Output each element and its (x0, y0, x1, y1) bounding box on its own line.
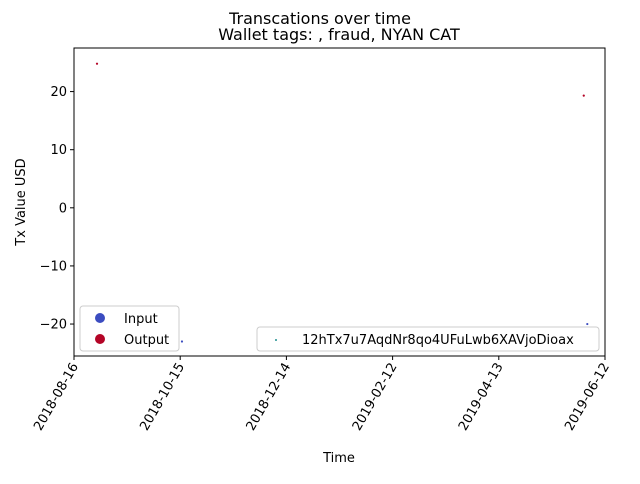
x-tick-label: 2019-06-12 (562, 361, 613, 434)
legend-output-label: Output (124, 333, 169, 348)
x-axis-label: Time (322, 451, 355, 466)
legend-series: Input Output (79, 305, 180, 352)
chart-title: Wallet tags: , fraud, NYAN CAT (218, 25, 460, 44)
y-tick-label: −10 (40, 259, 67, 274)
legend-address-label: 12hTx7u7AqdNr8qo4UFuLwb6XAVjoDioax (302, 333, 574, 348)
data-point-output (582, 94, 585, 97)
legend-input-marker (95, 313, 105, 323)
legend-output-marker (95, 334, 105, 344)
y-tick-label: −20 (40, 318, 67, 333)
x-tick-label: 2018-10-15 (137, 361, 188, 434)
plot-area-frame (73, 47, 606, 357)
x-tick-label: 2018-08-16 (31, 361, 82, 434)
chart-suptitle: Transcations over time (228, 9, 411, 28)
axis-ticks: −20 −10 0 10 20 2018-08-16 2018-10-15 2018-12-1… (31, 85, 613, 433)
data-point-input (180, 340, 184, 343)
legend-address: 12hTx7u7AqdNr8qo4UFuLwb6XAVjoDioax (256, 326, 600, 352)
data-point-input (586, 322, 589, 326)
legend-address-frame (256, 326, 600, 352)
legend-input-label: Input (124, 312, 158, 327)
y-tick-label: 0 (59, 201, 67, 216)
x-tick-label: 2019-02-12 (350, 361, 401, 434)
x-tick-label: 2018-12-14 (244, 361, 295, 434)
legend-address-marker (275, 339, 277, 341)
data-point-output (95, 62, 99, 65)
data-points (95, 62, 589, 343)
x-tick-label: 2019-04-13 (456, 361, 507, 434)
y-tick-label: 10 (50, 143, 67, 158)
y-axis-label: Tx Value USD (14, 158, 29, 246)
y-tick-label: 20 (50, 85, 67, 100)
